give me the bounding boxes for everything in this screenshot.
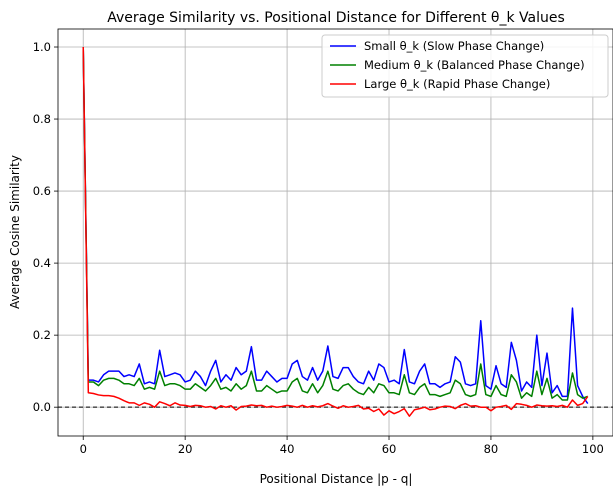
legend-label-small: Small θ_k (Slow Phase Change) — [364, 39, 544, 53]
series-line-medium-theta — [82, 46, 589, 401]
x-tick-label: 40 — [280, 442, 295, 456]
y-tick-label: 0.6 — [33, 184, 51, 198]
legend-label-large: Large θ_k (Rapid Phase Change) — [364, 77, 550, 91]
legend-label-medium: Medium θ_k (Balanced Phase Change) — [364, 58, 585, 72]
x-tick-label: 80 — [484, 442, 499, 456]
x-tick-label: 0 — [80, 442, 87, 456]
chart-title: Average Similarity vs. Positional Distan… — [107, 10, 565, 26]
y-tick-label: 1.0 — [33, 40, 51, 54]
y-tick-label: 0.2 — [33, 328, 51, 342]
x-tick-label: 60 — [382, 442, 397, 456]
ticks: 0 20 40 60 80 100 0.0 0.2 0.4 0.6 0.8 1.0 — [33, 40, 604, 456]
y-tick-label: 0.4 — [33, 256, 51, 270]
x-tick-label: 100 — [582, 442, 604, 456]
y-tick-label: 0.8 — [33, 112, 51, 126]
y-axis-label: Average Cosine Similarity — [8, 155, 22, 309]
plot-frame — [57, 28, 613, 437]
series-line-small-theta — [82, 46, 589, 405]
series-group — [82, 46, 589, 417]
x-tick-label: 20 — [178, 442, 193, 456]
grid — [58, 29, 613, 436]
series-line-large-theta — [82, 46, 589, 417]
legend: Small θ_k (Slow Phase Change) Medium θ_k… — [321, 34, 609, 98]
legend-box — [321, 34, 609, 98]
x-axis-label: Positional Distance |p - q| — [260, 472, 413, 486]
y-tick-label: 0.0 — [33, 400, 51, 414]
